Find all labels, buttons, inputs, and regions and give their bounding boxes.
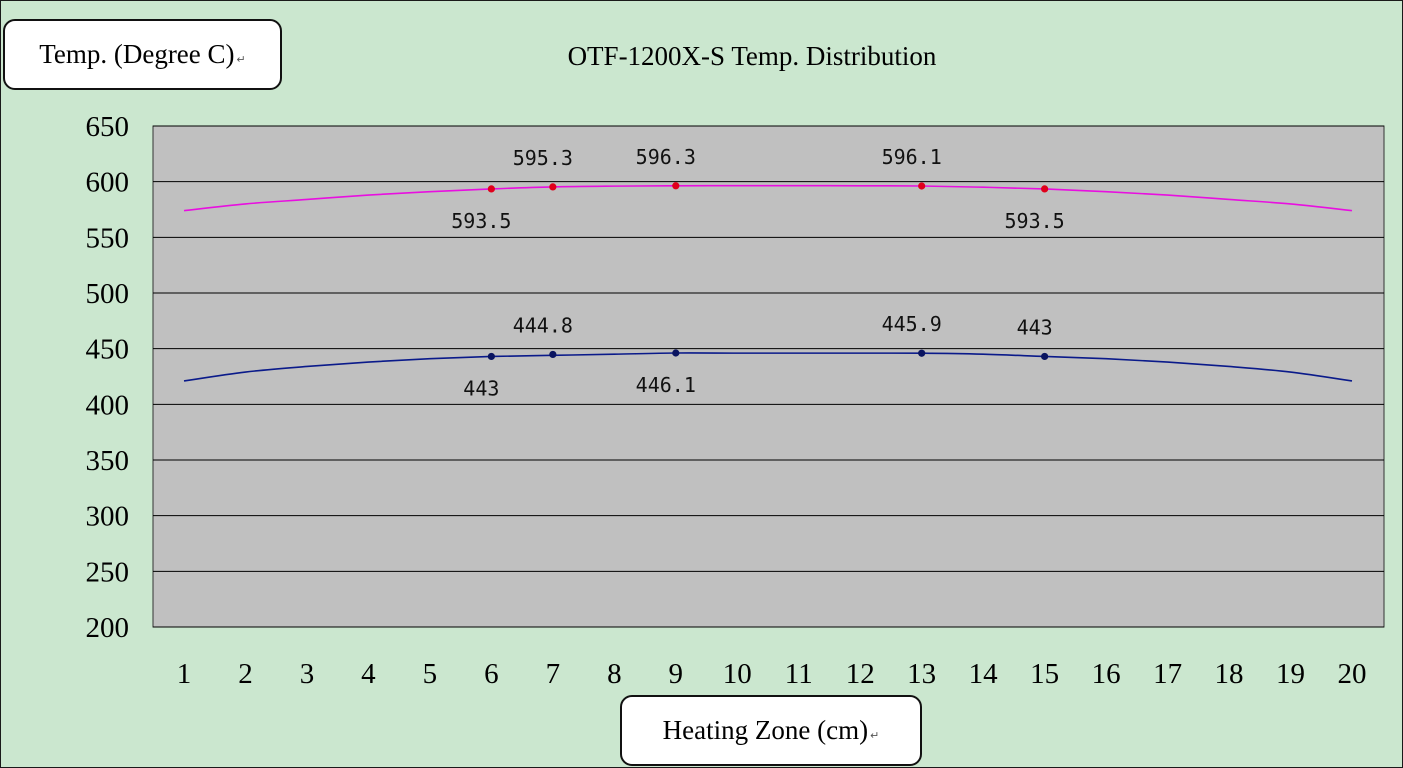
series-line: [183, 184, 1353, 212]
x-tick-label: 20: [1338, 658, 1367, 690]
x-axis-label-box: Heating Zone (cm) ↵: [620, 695, 922, 766]
x-tick-label: 2: [238, 658, 253, 690]
x-tick-label: 5: [423, 658, 438, 690]
data-label: 596.3: [636, 145, 696, 169]
data-label: 443: [463, 376, 499, 400]
data-point: [487, 352, 495, 361]
data-label: 446.1: [636, 373, 696, 397]
y-tick-label: 500: [86, 278, 130, 310]
x-tick-label: 12: [846, 658, 875, 690]
x-tick-label: 13: [907, 658, 936, 690]
x-tick-label: 8: [607, 658, 622, 690]
y-tick-label: 450: [86, 334, 130, 366]
y-tick-label: 650: [86, 111, 130, 143]
y-tick-label: 600: [86, 167, 130, 199]
x-tick-label: 18: [1215, 658, 1244, 690]
x-tick-label: 16: [1092, 658, 1121, 690]
x-tick-label: 11: [785, 658, 813, 690]
data-label: 593.5: [451, 209, 511, 233]
y-tick-label: 250: [86, 556, 130, 588]
y-axis-label: Temp. (Degree C): [39, 39, 235, 69]
y-tick-label: 350: [86, 445, 130, 477]
data-point: [918, 182, 926, 190]
data-label: 445.9: [882, 312, 942, 336]
y-tick-label: 400: [86, 389, 130, 421]
data-point: [549, 350, 557, 359]
x-axis-ticks: 1 2 3 4 5 6 7 8 9 10 11 12 13 14 15 16 17 18 19 20: [177, 658, 1367, 690]
x-tick-label: 19: [1276, 658, 1305, 690]
data-label: 593.5: [1005, 209, 1065, 233]
paragraph-mark-icon: ↵: [236, 54, 246, 66]
data-point: [1041, 352, 1049, 361]
data-point: [487, 185, 495, 193]
x-tick-label: 17: [1153, 658, 1182, 690]
chart-title: OTF-1200X-S Temp. Distribution: [568, 41, 937, 71]
series-layer: [183, 182, 1353, 382]
x-tick-label: 15: [1030, 658, 1059, 690]
data-label: 443: [1017, 315, 1053, 339]
x-tick-label: 3: [300, 658, 315, 690]
x-tick-label: 9: [669, 658, 684, 690]
grid-layer: [153, 125, 1384, 628]
data-point: [1041, 185, 1049, 193]
x-tick-label: 10: [723, 658, 752, 690]
series-line: [183, 352, 1353, 382]
x-tick-label: 14: [969, 658, 999, 690]
data-point: [918, 349, 926, 357]
data-label: 596.1: [882, 145, 942, 169]
x-tick-label: 1: [177, 658, 192, 690]
x-axis-label: Heating Zone (cm): [662, 715, 869, 745]
data-point: [672, 182, 680, 190]
data-point: [549, 183, 557, 191]
plot-area: [152, 125, 1385, 628]
paragraph-mark-icon: ↵: [870, 730, 880, 742]
y-tick-label: 300: [86, 501, 130, 533]
data-label: 595.3: [513, 146, 573, 170]
y-axis-label-box: Temp. (Degree C) ↵: [3, 19, 282, 90]
data-point: [672, 349, 680, 357]
y-tick-label: 550: [86, 222, 130, 254]
x-tick-label: 6: [484, 658, 499, 690]
x-tick-label: 7: [546, 658, 561, 690]
data-label: 444.8: [513, 313, 573, 337]
x-tick-label: 4: [361, 658, 376, 690]
y-tick-label: 200: [86, 612, 130, 644]
y-axis-ticks: 200 250 300 350 400 450 500 550 600 650: [86, 111, 130, 644]
data-labels: 593.5 595.3 596.3 596.1 593.5 443 444.8 446.1 44…: [451, 145, 1064, 401]
